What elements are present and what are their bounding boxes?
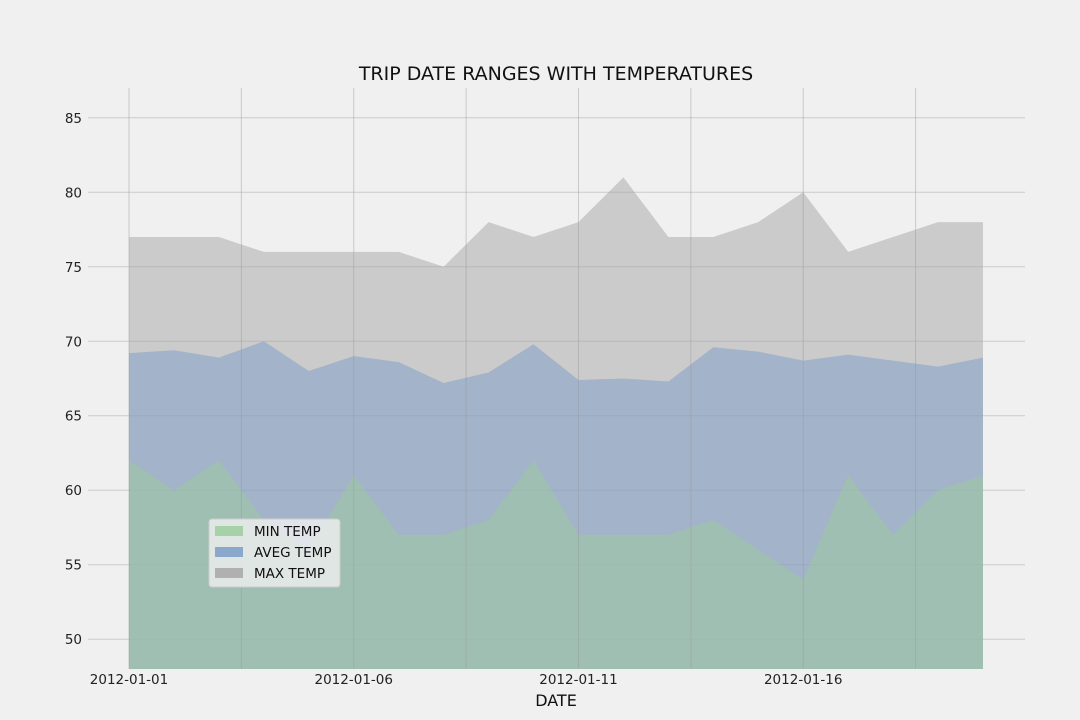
y-tick-label-65: 65 [65,409,82,425]
area-min-temp [129,460,983,669]
x-tick-label-2012-01-16: 2012-01-16 [764,672,842,688]
legend-label-max-temp: MAX TEMP [254,566,325,582]
x-axis-title: DATE [535,691,577,710]
legend-swatch-min-temp [215,526,243,536]
y-tick-label-60: 60 [65,483,82,499]
y-tick-labels: 50 55 60 65 70 75 80 85 [65,111,82,648]
x-tick-labels: 2012-01-01 2012-01-06 2012-01-11 2012-01-16 [90,672,843,688]
y-tick-label-75: 75 [65,260,82,276]
legend-label-min-temp: MIN TEMP [254,524,321,540]
legend: MIN TEMP AVEG TEMP MAX TEMP [208,518,341,588]
chart-title: TRIP DATE RANGES WITH TEMPERATURES [358,63,753,85]
x-tick-label-2012-01-06: 2012-01-06 [315,672,393,688]
legend-label-aveg-temp: AVEG TEMP [254,545,331,561]
x-tick-label-2012-01-01: 2012-01-01 [90,672,168,688]
y-tick-label-85: 85 [65,111,82,127]
y-tick-label-55: 55 [65,558,82,574]
y-tick-label-70: 70 [65,334,82,350]
y-tick-label-80: 80 [65,185,82,201]
x-tick-label-2012-01-11: 2012-01-11 [539,672,617,688]
area-series [129,177,983,669]
vertical-grid [128,88,917,669]
legend-swatch-aveg-temp [215,547,243,557]
y-tick-label-50: 50 [65,632,82,648]
legend-swatch-max-temp [215,568,243,578]
